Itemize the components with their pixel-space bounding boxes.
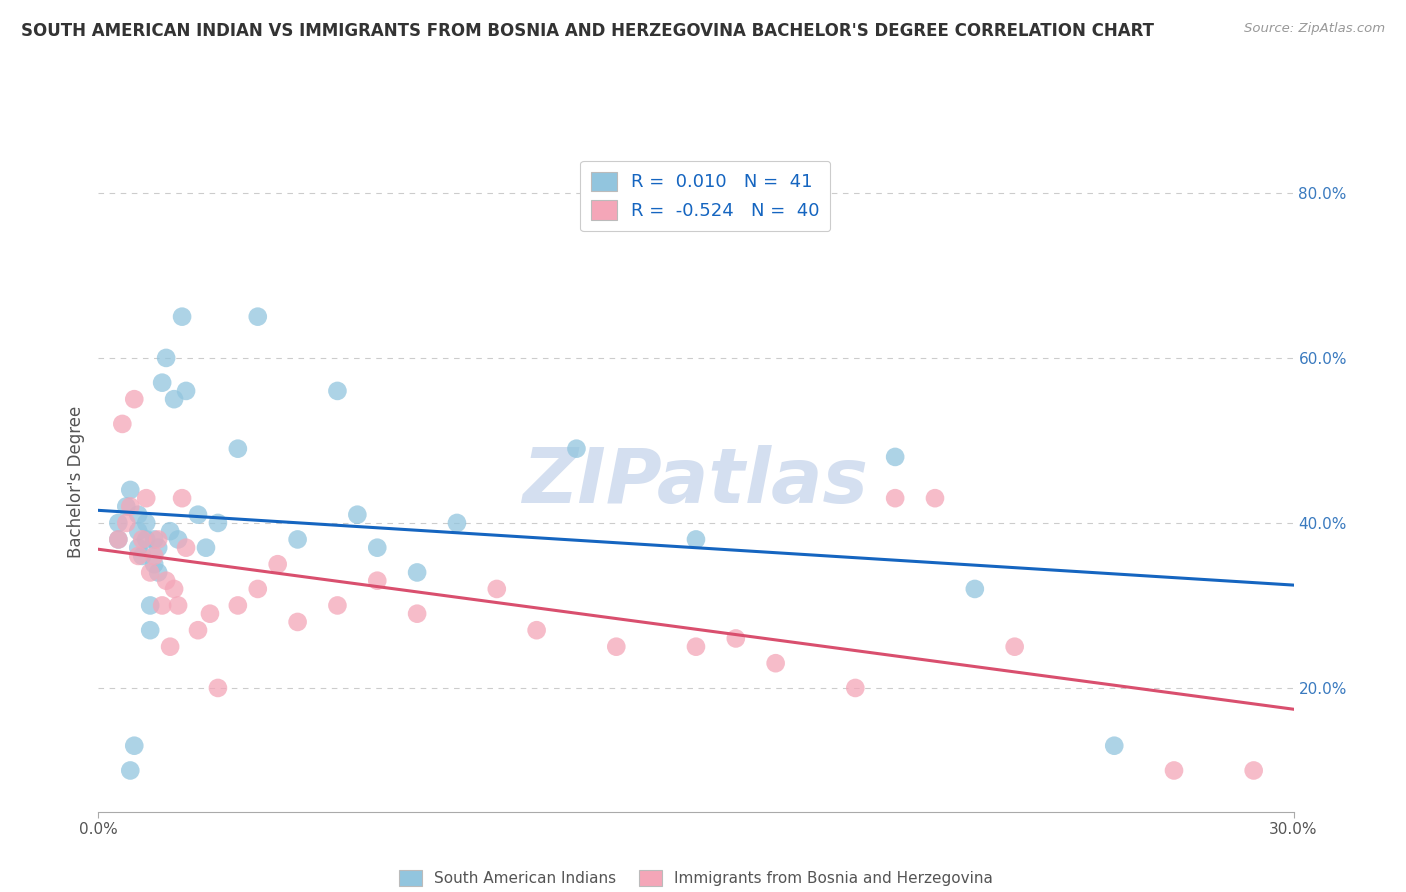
Point <box>115 500 138 514</box>
Point <box>163 392 186 407</box>
Point <box>326 384 349 398</box>
Point <box>884 450 907 464</box>
Point <box>195 541 218 555</box>
Point <box>1102 739 1125 753</box>
Point <box>135 533 157 547</box>
Point <box>406 566 429 580</box>
Point <box>131 549 153 563</box>
Point <box>139 623 162 637</box>
Point <box>148 533 170 547</box>
Text: ZIPatlas: ZIPatlas <box>523 445 869 518</box>
Point <box>167 533 190 547</box>
Point <box>174 384 197 398</box>
Point <box>174 541 197 555</box>
Point <box>139 566 162 580</box>
Point <box>172 491 194 505</box>
Point <box>1163 764 1185 778</box>
Point <box>131 533 153 547</box>
Point <box>127 549 149 563</box>
Point <box>172 310 194 324</box>
Point <box>167 599 190 613</box>
Legend: South American Indians, Immigrants from Bosnia and Herzegovina: South American Indians, Immigrants from … <box>394 865 998 891</box>
Point <box>139 599 162 613</box>
Point <box>150 599 173 613</box>
Point <box>1243 764 1265 778</box>
Point <box>143 549 166 563</box>
Point <box>120 500 142 514</box>
Point <box>187 508 209 522</box>
Point <box>163 582 186 596</box>
Point <box>246 582 269 596</box>
Point <box>187 623 209 637</box>
Point <box>143 557 166 572</box>
Point <box>246 310 269 324</box>
Point <box>127 541 149 555</box>
Point <box>366 574 388 588</box>
Point <box>155 351 177 365</box>
Point <box>148 566 170 580</box>
Point <box>207 681 229 695</box>
Point <box>124 392 146 407</box>
Point <box>115 516 138 530</box>
Point <box>1004 640 1026 654</box>
Point <box>120 483 142 497</box>
Point <box>198 607 221 621</box>
Point <box>485 582 508 596</box>
Point <box>526 623 548 637</box>
Point <box>963 582 986 596</box>
Point <box>287 533 309 547</box>
Point <box>226 599 249 613</box>
Point <box>605 640 627 654</box>
Point <box>685 640 707 654</box>
Point <box>366 541 388 555</box>
Point <box>924 491 946 505</box>
Point <box>159 640 181 654</box>
Point <box>120 764 142 778</box>
Point <box>111 417 134 431</box>
Point <box>884 491 907 505</box>
Point <box>844 681 866 695</box>
Point <box>226 442 249 456</box>
Point <box>127 508 149 522</box>
Point <box>207 516 229 530</box>
Point <box>724 632 747 646</box>
Text: SOUTH AMERICAN INDIAN VS IMMIGRANTS FROM BOSNIA AND HERZEGOVINA BACHELOR'S DEGRE: SOUTH AMERICAN INDIAN VS IMMIGRANTS FROM… <box>21 22 1154 40</box>
Point <box>135 491 157 505</box>
Point <box>148 541 170 555</box>
Point <box>565 442 588 456</box>
Point <box>685 533 707 547</box>
Point <box>124 739 146 753</box>
Point <box>127 524 149 538</box>
Point <box>326 599 349 613</box>
Text: Source: ZipAtlas.com: Source: ZipAtlas.com <box>1244 22 1385 36</box>
Point <box>765 657 787 671</box>
Point <box>107 516 129 530</box>
Point <box>155 574 177 588</box>
Point <box>150 376 173 390</box>
Point <box>446 516 468 530</box>
Y-axis label: Bachelor's Degree: Bachelor's Degree <box>66 406 84 558</box>
Point <box>159 524 181 538</box>
Point <box>406 607 429 621</box>
Point <box>107 533 129 547</box>
Point <box>267 557 290 572</box>
Point <box>143 533 166 547</box>
Point <box>135 516 157 530</box>
Point <box>346 508 368 522</box>
Point <box>287 615 309 629</box>
Point <box>107 533 129 547</box>
